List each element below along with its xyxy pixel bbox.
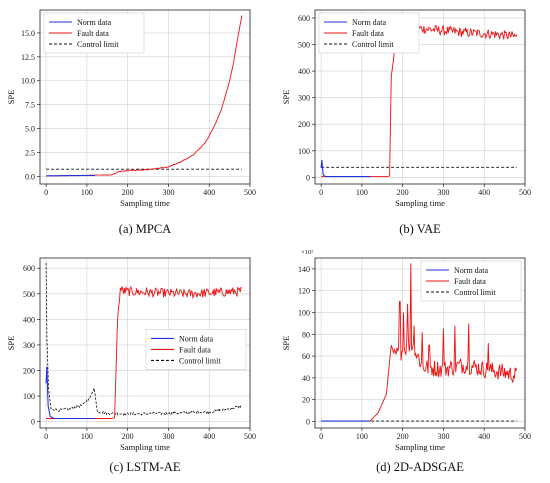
y-tick-label: 0.0 xyxy=(25,172,35,181)
chart-caption: (d) 2D-ADSGAE xyxy=(376,460,464,474)
y-tick-label: 500 xyxy=(23,290,35,299)
plot-area xyxy=(46,15,243,177)
legend-label: Control limit xyxy=(352,40,394,49)
y-tick-label: 40 xyxy=(302,374,310,383)
y-tick-label: 600 xyxy=(23,264,35,273)
x-tick-label: 500 xyxy=(519,188,531,197)
norm-data-line xyxy=(320,160,370,178)
x-tick-label: 200 xyxy=(397,432,409,441)
y-tick-label: 0 xyxy=(306,173,310,182)
y-tick-label: 7.5 xyxy=(25,101,35,110)
x-tick-label: 400 xyxy=(478,432,490,441)
y-tick-label: 300 xyxy=(298,94,310,103)
x-tick-label: 400 xyxy=(203,188,215,197)
x-tick-label: 100 xyxy=(356,188,368,197)
x-tick-label: 300 xyxy=(162,188,174,197)
x-tick-label: 100 xyxy=(81,432,93,441)
chart-panel-1: 0 100 200 300 400 500 0.0 2.5 5.0 7.5 10.0 12.5 15.0… xyxy=(6,9,256,236)
norm-data-line xyxy=(45,366,95,420)
x-tick-label: 300 xyxy=(437,432,449,441)
x-tick-label: 400 xyxy=(203,432,215,441)
y-tick-label: 5.0 xyxy=(25,125,35,134)
x-tick-label: 200 xyxy=(122,188,134,197)
legend-label: Fault data xyxy=(179,345,211,354)
y-multiplier: ×10² xyxy=(301,249,313,256)
chart-caption: (b) VAE xyxy=(399,222,441,236)
y-tick-label: 200 xyxy=(298,120,310,129)
y-tick-label: 80 xyxy=(302,330,310,339)
plot-frame xyxy=(39,9,251,185)
y-tick-label: 0 xyxy=(31,418,35,427)
x-axis-label: Sampling time xyxy=(395,198,445,208)
y-tick-label: 120 xyxy=(298,287,310,296)
control-limit-line xyxy=(45,263,243,416)
y-tick-label: 15.0 xyxy=(21,29,35,38)
legend-label: Control limit xyxy=(77,40,119,49)
plot-frame xyxy=(314,9,526,185)
y-tick-label: 10.0 xyxy=(21,77,35,86)
y-tick-label: 300 xyxy=(23,341,35,350)
plot-frame xyxy=(39,257,251,429)
x-axis-label: Sampling time xyxy=(395,442,445,452)
legend-label: Fault data xyxy=(352,29,384,38)
legend-label: Norm data xyxy=(179,334,213,343)
y-tick-label: 600 xyxy=(298,14,310,23)
x-tick-label: 400 xyxy=(478,188,490,197)
legend-label: Control limit xyxy=(454,288,496,297)
legend: Norm data Fault data Control limit xyxy=(145,329,247,370)
y-tick-label: 0 xyxy=(306,417,310,426)
legend-label: Norm data xyxy=(454,266,488,275)
y-axis-label: SPE xyxy=(281,336,291,351)
y-tick-label: 2.5 xyxy=(25,148,35,157)
y-tick-label: 100 xyxy=(23,392,35,401)
x-tick-label: 500 xyxy=(519,432,531,441)
y-tick-label: 140 xyxy=(298,265,310,274)
x-tick-label: 0 xyxy=(319,188,323,197)
y-tick-label: 100 xyxy=(298,308,310,317)
legend-label: Fault data xyxy=(454,277,486,286)
y-tick-label: 200 xyxy=(23,366,35,375)
plot-area xyxy=(321,263,518,422)
x-tick-label: 200 xyxy=(397,188,409,197)
plot-frame xyxy=(314,257,526,429)
x-tick-label: 300 xyxy=(162,432,174,441)
y-tick-label: 20 xyxy=(302,396,310,405)
y-tick-label: 500 xyxy=(298,41,310,50)
x-axis-label: Sampling time xyxy=(120,198,170,208)
y-tick-label: 60 xyxy=(302,352,310,361)
y-axis-label: SPE xyxy=(6,90,16,105)
x-tick-label: 0 xyxy=(44,188,48,197)
plot-area xyxy=(45,263,243,420)
x-tick-label: 500 xyxy=(244,188,256,197)
x-tick-label: 0 xyxy=(319,432,323,441)
legend: Norm data Fault data Control limit xyxy=(318,12,420,54)
y-axis-label: SPE xyxy=(281,90,291,105)
chart-panel-3: 0 100 200 300 400 500 0 100 200 300 400 500 600 Sampl… xyxy=(6,257,256,474)
legend: Norm data Fault data Control limit xyxy=(43,12,145,54)
chart-caption: (c) LSTM-AE xyxy=(109,460,181,474)
chart-panel-4: 0 100 200 300 400 500 0 20 40 60 80 100 120 140 ×10² Sa… xyxy=(281,249,531,474)
x-tick-label: 300 xyxy=(437,188,449,197)
chart-panel-2: 0 100 200 300 400 500 0 100 200 300 400 500 600 Sampl… xyxy=(281,9,531,236)
legend-label: Control limit xyxy=(179,356,221,365)
x-tick-label: 500 xyxy=(244,432,256,441)
chart-caption: (a) MPCA xyxy=(119,222,171,236)
norm-data-line xyxy=(46,174,95,177)
legend-label: Fault data xyxy=(77,29,109,38)
y-tick-label: 12.5 xyxy=(21,53,35,62)
x-tick-label: 100 xyxy=(356,432,368,441)
y-tick-label: 400 xyxy=(23,315,35,324)
y-axis-label: SPE xyxy=(6,336,16,351)
legend: Norm data Fault data Control limit xyxy=(420,260,522,302)
x-tick-label: 200 xyxy=(122,432,134,441)
legend-label: Norm data xyxy=(352,18,386,27)
y-tick-label: 400 xyxy=(298,67,310,76)
x-tick-label: 100 xyxy=(81,188,93,197)
x-tick-label: 0 xyxy=(44,432,48,441)
x-axis-label: Sampling time xyxy=(120,442,170,452)
y-tick-label: 100 xyxy=(298,147,310,156)
legend-label: Norm data xyxy=(77,18,111,27)
